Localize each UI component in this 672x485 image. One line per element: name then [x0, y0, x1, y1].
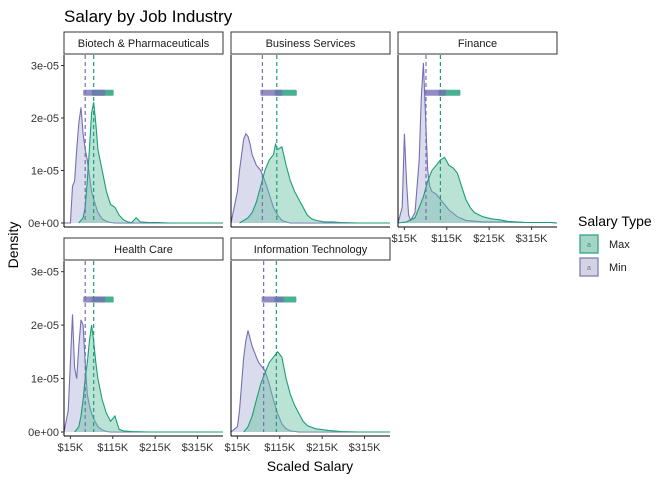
facet-strip-label: Finance — [458, 38, 497, 50]
facet-strip-label: Business Services — [266, 38, 356, 50]
y-tick-label: 1e-05 — [31, 166, 59, 178]
y-tick-label: 2e-05 — [31, 113, 59, 125]
legend-key-bg — [579, 234, 599, 254]
legend-key-letter: a — [587, 242, 591, 249]
x-tick-label: $215K — [473, 233, 505, 245]
density-area-max — [398, 157, 557, 223]
y-tick-label: 0e+00 — [28, 218, 59, 230]
facet-strip — [397, 31, 558, 55]
legend-title: Salary Type — [578, 213, 652, 229]
x-tick-label: $315K — [349, 442, 381, 454]
x-tick-label: $215K — [139, 442, 171, 454]
x-tick-label: $115K — [431, 233, 463, 245]
x-axis-title: Scaled Salary — [267, 458, 353, 474]
facet-strip-label: Biotech & Pharmaceuticals — [78, 38, 210, 50]
density-line-max — [78, 102, 223, 224]
density-area-max — [74, 325, 223, 432]
mean-label-min — [260, 89, 283, 96]
facet-strip-label: Health Care — [114, 244, 173, 256]
mean-label-min — [423, 89, 446, 96]
density-line-min — [63, 314, 223, 433]
density-line-max — [243, 350, 390, 433]
facet-strip — [63, 31, 224, 55]
density-line-min — [230, 132, 390, 224]
x-tick-label: $115K — [97, 442, 129, 454]
density-line-max — [74, 325, 223, 433]
mean-label-min — [83, 296, 106, 303]
x-tick-label: $15K — [58, 442, 84, 454]
y-tick-label: 3e-05 — [31, 267, 59, 279]
y-tick-label: 2e-05 — [31, 320, 59, 332]
x-tick-label: $115K — [264, 442, 296, 454]
y-axis-title: Density — [5, 222, 21, 269]
legend-swatch — [579, 234, 599, 254]
density-line-min — [230, 330, 390, 433]
y-tick-label: 0e+00 — [28, 427, 59, 439]
density-line-max — [397, 156, 558, 224]
chart-title: Salary by Job Industry — [64, 7, 233, 26]
facet-strip-label: Information Technology — [254, 244, 368, 256]
legend-label: Max — [609, 239, 630, 251]
facet-strip — [63, 237, 224, 261]
y-tick-label: 1e-05 — [31, 374, 59, 386]
y-tick-label: 3e-05 — [31, 61, 59, 73]
x-tick-label: $15K — [225, 442, 251, 454]
legend-key-letter: a — [587, 265, 591, 272]
legend-label: Min — [609, 262, 627, 274]
x-tick-label: $215K — [306, 442, 338, 454]
facet-strip — [230, 31, 391, 55]
density-line-max — [239, 142, 390, 224]
x-tick-label: $315K — [182, 442, 214, 454]
density-line-min — [64, 107, 223, 224]
density-line-min — [397, 62, 558, 224]
density-area-max — [243, 351, 390, 432]
facet-strip — [230, 237, 391, 261]
mean-label-min — [83, 89, 106, 96]
mean-label-min — [261, 296, 284, 303]
x-tick-label: $15K — [392, 233, 418, 245]
x-tick-label: $315K — [516, 233, 548, 245]
density-area-min — [231, 330, 390, 432]
legend-key-bg — [579, 257, 599, 277]
legend-swatch — [579, 257, 599, 277]
